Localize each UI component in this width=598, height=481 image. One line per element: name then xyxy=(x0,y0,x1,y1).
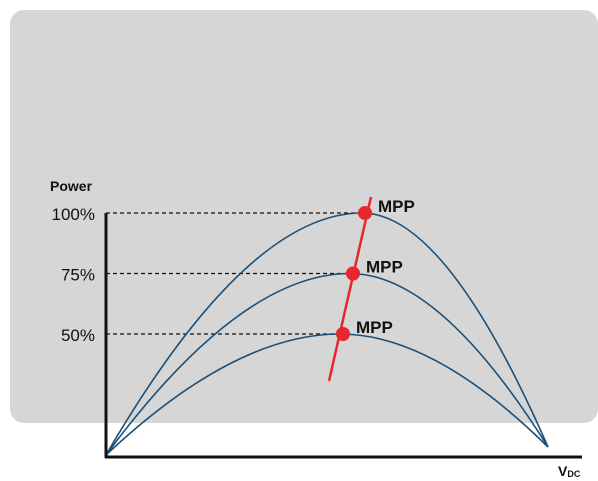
axes xyxy=(104,213,582,459)
background-panel xyxy=(10,10,598,423)
mpp-line xyxy=(327,196,373,382)
mpp-tracking-line xyxy=(327,196,373,382)
mpp-labels: MPP MPP MPP xyxy=(356,197,415,337)
mpp-label-100: MPP xyxy=(378,197,415,216)
x-axis-label-main: V xyxy=(558,463,568,479)
y-tick-label-50: 50% xyxy=(61,326,95,345)
x-axis-label: VDC xyxy=(558,463,581,479)
y-tick-label-100: 100% xyxy=(52,205,95,224)
mpp-label-50: MPP xyxy=(356,318,393,337)
mpp-dot-50 xyxy=(336,327,350,341)
y-tick-labels: 100% 75% 50% xyxy=(52,205,95,345)
mpp-dot-100 xyxy=(358,206,372,220)
mpp-dot-75 xyxy=(346,266,360,281)
dashed-guides xyxy=(106,212,358,335)
x-axis-label-sub: DC xyxy=(567,469,580,479)
y-axis-label: Power xyxy=(50,178,93,194)
mpp-label-75: MPP xyxy=(366,258,403,277)
y-tick-label-75: 75% xyxy=(61,266,95,285)
